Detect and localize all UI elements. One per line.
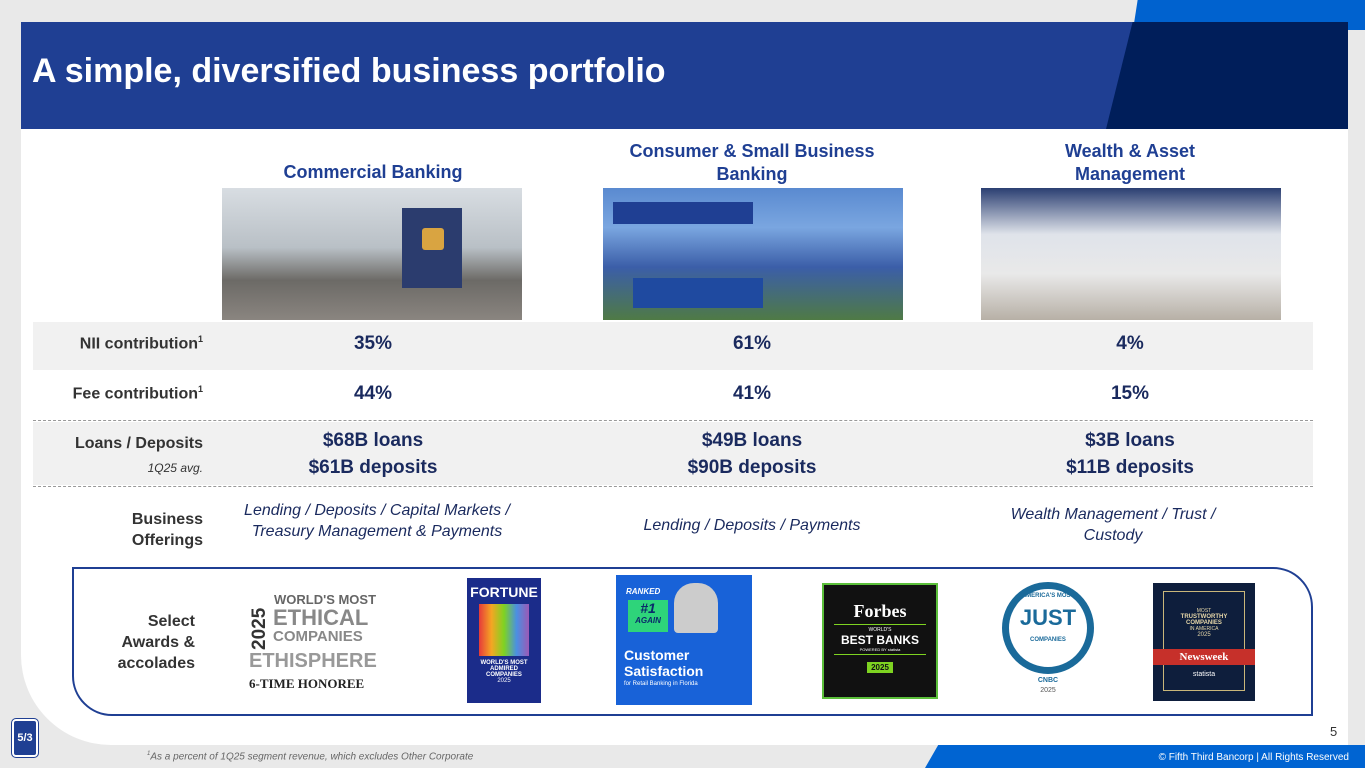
divider — [33, 420, 1313, 421]
newsweek-award: MOST TRUSTWORTHY COMPANIES IN AMERICA 20… — [1153, 583, 1255, 701]
loans-commercial: $68B loans — [322, 430, 424, 451]
just-year: 2025 — [1040, 687, 1056, 694]
loans-label: Loans / Deposits — [74, 435, 203, 452]
divider — [33, 486, 1313, 487]
nii-consumer: 61% — [732, 333, 772, 354]
fortune-award: FORTUNE WORLD'S MOST ADMIRED COMPANIES 2… — [467, 578, 541, 703]
deposits-commercial: $61B deposits — [308, 457, 438, 478]
offerings-consumer: Lending / Deposits / Payments — [643, 517, 861, 534]
nii-label: NII contribution1 — [79, 334, 203, 353]
offerings-commercial: Lending / Deposits / Capital Markets / T… — [244, 502, 510, 540]
ethisphere-award: 2025 WORLD'S MOST ETHICAL COMPANIES ETHI… — [249, 592, 377, 691]
loans-wealth: $3B loans — [1085, 430, 1175, 451]
jdpower-award: RANKED #1 AGAIN Customer Satisfaction fo… — [616, 575, 752, 705]
footnote: 1As a percent of 1Q25 segment revenue, w… — [147, 751, 474, 763]
loans-consumer: $49B loans — [701, 430, 803, 451]
nii-commercial: 35% — [353, 333, 393, 354]
offerings-wealth: Wealth Management / Trust / Custody — [1010, 506, 1216, 544]
column-header-commercial: Commercial Banking — [283, 162, 463, 182]
wealth-office-photo — [981, 188, 1281, 320]
deposits-wealth: $11B deposits — [1066, 457, 1194, 478]
just-companies-award: AMERICA'S MOST JUST COMPANIES — [1002, 582, 1094, 674]
column-header-consumer: Consumer & Small Business Banking — [629, 141, 875, 184]
footer-bar — [925, 745, 1365, 768]
fee-commercial: 44% — [353, 383, 393, 404]
column-header-wealth: Wealth & Asset Management — [1064, 141, 1196, 184]
branch-building-photo — [603, 188, 903, 320]
offerings-label: Business Offerings — [131, 511, 203, 549]
copyright: © Fifth Third Bancorp | All Rights Reser… — [1158, 752, 1349, 763]
nii-wealth: 4% — [1116, 333, 1144, 354]
commercial-office-photo — [222, 188, 522, 320]
fee-consumer: 41% — [732, 383, 772, 404]
forbes-award: Forbes WORLD'S BEST BANKS POWERED BY sta… — [822, 583, 938, 699]
page-title: A simple, diversified business portfolio — [32, 52, 666, 90]
loans-row — [33, 422, 1313, 485]
fee-wealth: 15% — [1110, 383, 1150, 404]
awards-label: Select Awards & accolades — [117, 613, 195, 672]
cnbc-label: CNBC — [1037, 677, 1059, 684]
awards-panel — [72, 567, 1313, 716]
deposits-consumer: $90B deposits — [687, 457, 817, 478]
fee-label: Fee contribution1 — [72, 384, 203, 403]
page-number: 5 — [1330, 724, 1338, 739]
nii-row — [33, 322, 1313, 370]
loans-sublabel: 1Q25 avg. — [147, 461, 203, 475]
fifth-third-logo: 5/3 — [11, 718, 39, 758]
header-accent — [1106, 22, 1348, 129]
